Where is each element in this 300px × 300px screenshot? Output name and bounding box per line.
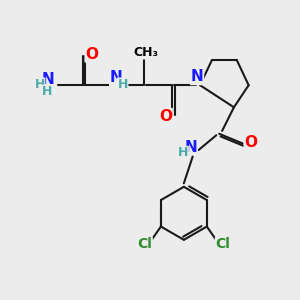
Text: N: N — [41, 72, 54, 87]
Text: CH₃: CH₃ — [133, 46, 158, 59]
Text: O: O — [244, 135, 257, 150]
Text: Cl: Cl — [137, 237, 152, 251]
Text: H: H — [117, 78, 128, 91]
Text: H: H — [42, 85, 53, 98]
Text: N: N — [191, 70, 203, 85]
Text: H: H — [34, 78, 45, 91]
Text: H: H — [178, 146, 188, 159]
Text: N: N — [184, 140, 197, 154]
Text: O: O — [85, 47, 98, 62]
Text: N: N — [110, 70, 122, 86]
Text: O: O — [159, 109, 172, 124]
Text: Cl: Cl — [216, 237, 230, 251]
